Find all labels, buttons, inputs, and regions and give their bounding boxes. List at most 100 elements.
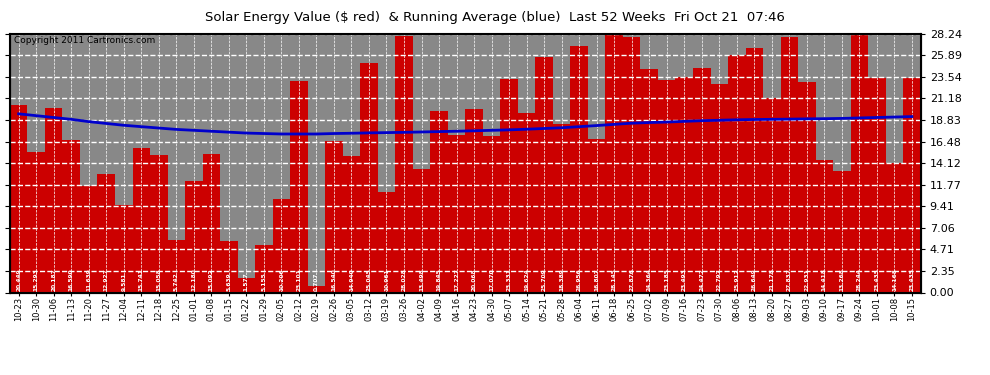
Text: 23.185: 23.185 [664, 268, 669, 291]
Bar [133, 148, 150, 292]
Text: 26.649: 26.649 [751, 268, 756, 291]
Bar [290, 81, 308, 292]
Text: 17.070: 17.070 [489, 268, 494, 291]
Text: 27.876: 27.876 [630, 268, 635, 291]
Bar [886, 163, 903, 292]
Bar [816, 160, 834, 292]
Text: 19.845: 19.845 [437, 268, 442, 291]
Text: 17.227: 17.227 [454, 268, 459, 291]
Bar [552, 124, 570, 292]
Text: 10.961: 10.961 [384, 268, 389, 291]
Text: 13.268: 13.268 [840, 268, 844, 291]
Bar [465, 109, 483, 292]
Bar [447, 135, 465, 292]
Text: 28.244: 28.244 [857, 268, 862, 291]
Text: 24.472: 24.472 [699, 268, 704, 291]
Text: 15.293: 15.293 [34, 268, 39, 291]
Bar [10, 105, 28, 292]
Bar [658, 80, 675, 292]
Bar [903, 78, 921, 292]
Text: 14.168: 14.168 [892, 268, 897, 291]
Text: 5.742: 5.742 [174, 272, 179, 291]
Bar [360, 63, 378, 292]
Bar [606, 34, 623, 292]
Bar [167, 240, 185, 292]
Bar [745, 48, 763, 292]
Bar [62, 141, 80, 292]
Text: Copyright 2011 Cartronics.com: Copyright 2011 Cartronics.com [15, 36, 155, 45]
Text: 27.837: 27.837 [787, 268, 792, 291]
Bar [763, 99, 780, 292]
Text: 5.639: 5.639 [227, 272, 232, 291]
Text: 20.187: 20.187 [51, 268, 56, 291]
Text: 14.418: 14.418 [822, 268, 827, 291]
Text: 13.498: 13.498 [419, 268, 424, 291]
Bar [238, 278, 255, 292]
Text: 15.058: 15.058 [156, 268, 161, 291]
Bar [850, 34, 868, 292]
Text: 19.624: 19.624 [524, 268, 529, 291]
Text: 12.927: 12.927 [104, 268, 109, 291]
Text: 0.707: 0.707 [314, 272, 319, 291]
Text: 11.639: 11.639 [86, 268, 91, 291]
Bar [728, 55, 745, 292]
Bar [185, 181, 203, 292]
Text: 23.435: 23.435 [910, 268, 915, 291]
Bar [97, 174, 115, 292]
Text: 16.807: 16.807 [594, 268, 599, 291]
Text: 5.155: 5.155 [261, 272, 266, 291]
Bar [536, 57, 552, 292]
Text: 9.581: 9.581 [121, 272, 127, 291]
Text: 23.493: 23.493 [682, 268, 687, 291]
Bar [203, 154, 220, 292]
Bar [325, 141, 343, 292]
Text: 10.206: 10.206 [279, 268, 284, 291]
Bar [641, 69, 658, 292]
Text: 23.101: 23.101 [296, 268, 301, 291]
Bar [483, 136, 500, 292]
Bar [675, 77, 693, 292]
Bar [220, 241, 238, 292]
Bar [711, 84, 728, 292]
Text: 12.180: 12.180 [191, 268, 196, 291]
Text: 23.331: 23.331 [507, 268, 512, 291]
Bar [518, 113, 536, 292]
Bar [28, 152, 45, 292]
Text: 23.435: 23.435 [874, 268, 879, 291]
Bar [570, 45, 588, 292]
Bar [308, 286, 325, 292]
Text: 24.364: 24.364 [646, 268, 651, 291]
Bar [343, 156, 360, 292]
Bar [378, 192, 395, 292]
Bar [868, 78, 886, 292]
Text: 25.045: 25.045 [366, 268, 371, 291]
Text: 20.068: 20.068 [471, 268, 476, 291]
Text: 22.797: 22.797 [717, 268, 722, 291]
Bar [500, 79, 518, 292]
Bar [115, 205, 133, 292]
Bar [588, 138, 606, 292]
Text: 28.028: 28.028 [402, 268, 407, 291]
Text: 15.092: 15.092 [209, 268, 214, 291]
Text: 15.741: 15.741 [139, 268, 144, 291]
Bar [780, 38, 798, 292]
Text: 25.912: 25.912 [735, 268, 740, 291]
Text: 28.145: 28.145 [612, 268, 617, 291]
Bar [413, 169, 431, 292]
Bar [255, 245, 272, 292]
Text: 20.449: 20.449 [16, 268, 21, 291]
Bar [395, 36, 413, 292]
Text: 26.956: 26.956 [576, 268, 582, 291]
Text: 1.577: 1.577 [244, 272, 248, 291]
Bar [623, 37, 641, 292]
Bar [80, 186, 97, 292]
Text: 16.590: 16.590 [68, 268, 73, 291]
Bar [798, 82, 816, 292]
Bar [272, 199, 290, 292]
Bar [45, 108, 62, 292]
Bar [693, 68, 711, 292]
Bar [150, 154, 167, 292]
Text: Solar Energy Value ($ red)  & Running Average (blue)  Last 52 Weeks  Fri Oct 21 : Solar Energy Value ($ red) & Running Ave… [205, 11, 785, 24]
Bar [834, 171, 850, 292]
Text: 14.940: 14.940 [348, 268, 354, 291]
